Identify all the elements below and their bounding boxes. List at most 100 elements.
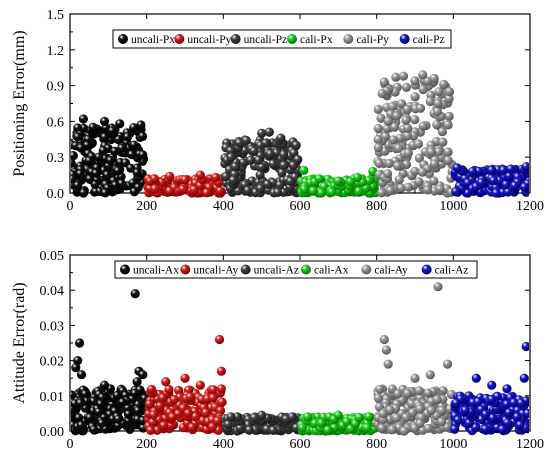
data-point [373, 143, 383, 153]
data-point [429, 73, 439, 83]
data-point [76, 420, 86, 430]
data-point [221, 172, 231, 182]
data-point [94, 407, 104, 417]
x-tick-label: 600 [290, 437, 311, 452]
legend-marker [118, 34, 128, 44]
data-point [138, 150, 148, 160]
data-point [150, 184, 160, 194]
data-point [216, 384, 226, 394]
data-point [100, 132, 110, 142]
data-point [375, 384, 385, 394]
data-point [167, 412, 178, 422]
data-point [471, 373, 481, 383]
data-point [268, 159, 278, 169]
legend-marker [361, 264, 372, 275]
legend-box [114, 260, 478, 279]
data-point [503, 187, 513, 197]
data-point [410, 92, 420, 102]
data-point [76, 370, 87, 380]
data-point [164, 186, 175, 196]
data-point [299, 165, 309, 175]
data-point [232, 412, 242, 422]
data-point [152, 425, 162, 435]
data-point [437, 127, 447, 137]
data-point [487, 394, 497, 404]
data-point [401, 82, 411, 92]
data-point [512, 412, 522, 422]
data-point [253, 155, 263, 165]
data-point [497, 424, 507, 434]
data-point [452, 163, 462, 173]
data-point [73, 132, 83, 142]
x-tick-label: 800 [366, 437, 387, 452]
data-point [410, 373, 420, 383]
data-points [71, 282, 529, 436]
data-point [99, 380, 110, 390]
data-point [174, 385, 184, 396]
data-point [422, 185, 432, 195]
data-point [425, 370, 435, 380]
data-point [450, 424, 460, 434]
data-point [345, 177, 355, 187]
data-point [132, 168, 142, 178]
data-point [117, 397, 128, 407]
data-point [391, 72, 401, 82]
x-tick-label: 200 [136, 437, 157, 452]
data-point [443, 147, 453, 157]
data-point [262, 179, 272, 189]
data-point [398, 71, 409, 81]
data-point [71, 151, 78, 161]
data-point [213, 416, 223, 426]
x-tick-label: 1000 [439, 437, 467, 452]
data-point [183, 408, 193, 418]
data-point [235, 423, 245, 433]
data-point [113, 166, 123, 176]
data-point [169, 395, 179, 405]
data-point [195, 380, 205, 390]
data-point [488, 413, 498, 423]
data-point [291, 140, 301, 150]
data-point [277, 168, 287, 178]
data-point [110, 146, 120, 156]
data-point [381, 345, 391, 355]
y-tick-label: 0.6 [47, 115, 65, 130]
data-point [393, 389, 403, 399]
data-point [223, 419, 233, 430]
data-point [487, 165, 497, 175]
data-point [509, 181, 520, 191]
data-point [180, 175, 190, 185]
x-tick-label: 1000 [439, 199, 467, 214]
data-point [71, 158, 76, 168]
legend-marker [421, 264, 432, 275]
legend-marker [301, 264, 311, 275]
data-point [255, 170, 265, 180]
data-point [138, 370, 148, 380]
data-point [73, 356, 83, 366]
data-point [418, 70, 428, 80]
data-point [373, 123, 383, 134]
data-point [429, 159, 439, 169]
data-point [354, 186, 364, 196]
data-point [521, 341, 529, 352]
data-point [208, 393, 218, 403]
data-point [378, 409, 388, 419]
data-point [316, 418, 326, 428]
data-point [123, 409, 134, 419]
data-point [149, 174, 159, 184]
data-point [481, 409, 491, 420]
data-point [257, 128, 267, 138]
data-point [129, 123, 139, 133]
data-point [273, 187, 283, 197]
data-point [166, 421, 176, 431]
data-point [129, 140, 139, 150]
data-point [88, 122, 98, 132]
data-point [417, 167, 428, 177]
data-point [144, 399, 154, 409]
data-point [388, 101, 398, 112]
y-axis-label: Positioning Error(mm) [11, 30, 28, 176]
data-point [453, 415, 463, 425]
data-point [426, 405, 436, 416]
data-point [414, 153, 424, 163]
data-point [226, 152, 236, 162]
